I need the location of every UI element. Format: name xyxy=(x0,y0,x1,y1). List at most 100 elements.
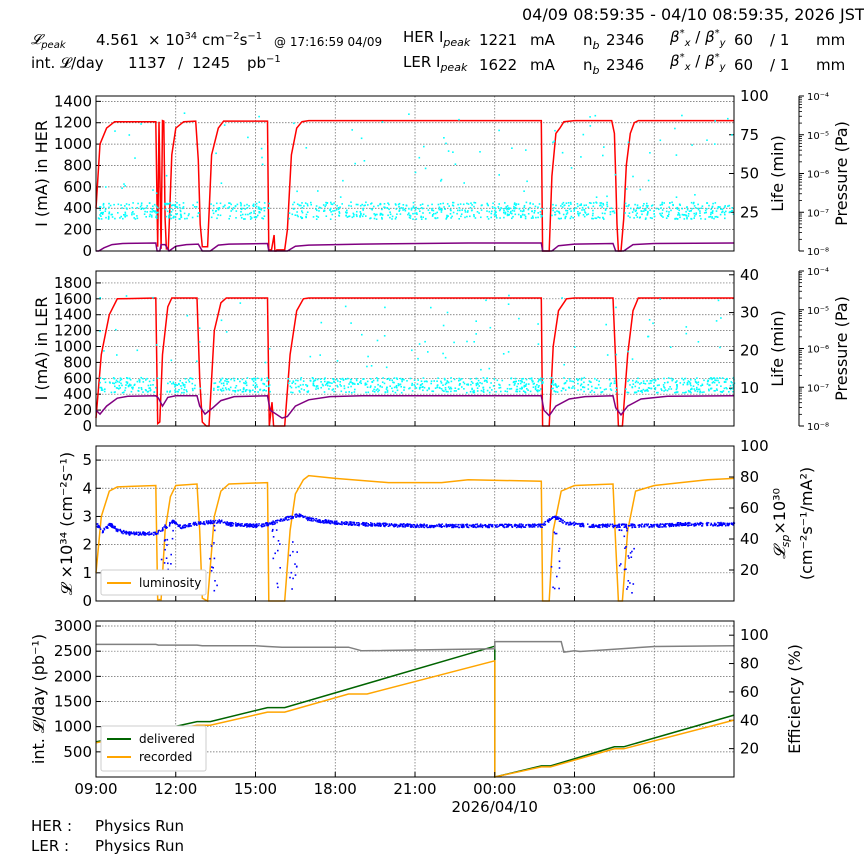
life-point xyxy=(554,211,556,213)
life-point xyxy=(173,215,175,218)
life-point xyxy=(413,379,416,381)
specific-lumi-outlier xyxy=(626,588,628,590)
life-point xyxy=(333,202,335,204)
life-point xyxy=(534,209,536,212)
life-point xyxy=(583,204,586,207)
life-point xyxy=(348,215,351,217)
specific-lumi-point xyxy=(606,526,608,528)
life-point xyxy=(695,212,698,214)
life-point xyxy=(355,203,358,206)
life-point xyxy=(262,382,264,385)
specific-lumi-point xyxy=(436,525,439,527)
ytick-label-1-4: 800 xyxy=(63,156,92,174)
life-point xyxy=(552,384,555,386)
life-point xyxy=(469,215,471,218)
life-point xyxy=(328,381,330,383)
y2tick-label-4-1: 40 xyxy=(740,711,759,729)
specific-lumi-point xyxy=(457,523,459,526)
life-point xyxy=(416,383,419,385)
intl-unit-pb: pb xyxy=(247,54,267,72)
life-point xyxy=(189,377,192,379)
life-point xyxy=(230,210,232,212)
life-point xyxy=(338,212,341,214)
life-point xyxy=(635,380,638,382)
life-point xyxy=(322,204,325,206)
specific-lumi-point xyxy=(316,520,319,522)
life-point xyxy=(537,343,540,345)
specific-lumi-outlier xyxy=(628,557,630,559)
life-point xyxy=(476,211,479,213)
life-point xyxy=(697,203,699,206)
life-point xyxy=(523,386,525,388)
specific-lumi-point xyxy=(699,522,701,524)
specific-lumi-point xyxy=(529,524,532,527)
life-point xyxy=(704,218,707,220)
specific-lumi-point xyxy=(358,522,360,524)
life-point xyxy=(636,204,639,206)
life-point xyxy=(128,383,131,386)
life-point xyxy=(527,208,530,211)
specific-lumi-point xyxy=(546,519,549,521)
her-ipeak-text: HER I xyxy=(403,28,444,46)
life-point xyxy=(412,218,414,220)
life-point xyxy=(330,211,332,213)
life-point xyxy=(661,201,664,204)
life-point xyxy=(591,385,593,388)
specific-lumi-point xyxy=(587,523,589,525)
life-point xyxy=(482,390,484,393)
life-point xyxy=(305,216,307,219)
life-point xyxy=(667,377,670,379)
life-point xyxy=(367,355,369,358)
life-point xyxy=(473,214,475,216)
life-point xyxy=(243,387,245,390)
life-point xyxy=(224,380,226,382)
life-point xyxy=(212,212,215,215)
life-point xyxy=(172,209,174,211)
life-point xyxy=(102,211,104,214)
life-point xyxy=(172,204,175,206)
specific-lumi-point xyxy=(456,526,459,528)
life-point xyxy=(245,389,247,392)
specific-lumi-point xyxy=(173,520,176,523)
specific-lumi-point xyxy=(239,525,242,527)
specific-lumi-point xyxy=(640,525,642,527)
life-point xyxy=(653,385,655,387)
life-point xyxy=(562,213,565,216)
life-point xyxy=(268,202,270,205)
life-point xyxy=(511,217,513,220)
life-point xyxy=(268,348,271,350)
life-point xyxy=(268,207,270,209)
life-point xyxy=(538,385,540,387)
life-point xyxy=(650,380,653,382)
specific-lumi-point xyxy=(412,523,415,526)
life-point xyxy=(601,206,603,208)
life-point xyxy=(143,213,146,215)
life-point xyxy=(103,378,105,381)
life-point xyxy=(427,204,429,207)
life-point xyxy=(716,384,718,386)
lpeak-time: @ 17:16:59 04/09 xyxy=(274,35,383,49)
life-point xyxy=(155,215,158,217)
specific-lumi-point xyxy=(470,525,473,528)
specific-lumi-point xyxy=(168,525,171,527)
specific-lumi-point xyxy=(494,524,496,526)
specific-lumi-point xyxy=(246,524,248,527)
life-point xyxy=(629,216,631,219)
y2tick-label-2-1: 20 xyxy=(740,341,759,359)
life-point xyxy=(251,378,253,380)
life-point xyxy=(646,380,648,382)
life-point xyxy=(338,214,340,217)
life-point xyxy=(219,202,222,205)
life-point xyxy=(481,382,483,385)
specific-lumi-outlier xyxy=(553,587,556,590)
life-point xyxy=(652,322,654,325)
life-point xyxy=(692,385,695,387)
life-point xyxy=(101,212,103,214)
life-point xyxy=(531,379,533,381)
life-point xyxy=(533,212,536,214)
life-point xyxy=(385,388,388,390)
life-point xyxy=(389,379,391,381)
life-point xyxy=(240,217,243,219)
life-point xyxy=(477,379,480,382)
life-point xyxy=(141,207,144,209)
